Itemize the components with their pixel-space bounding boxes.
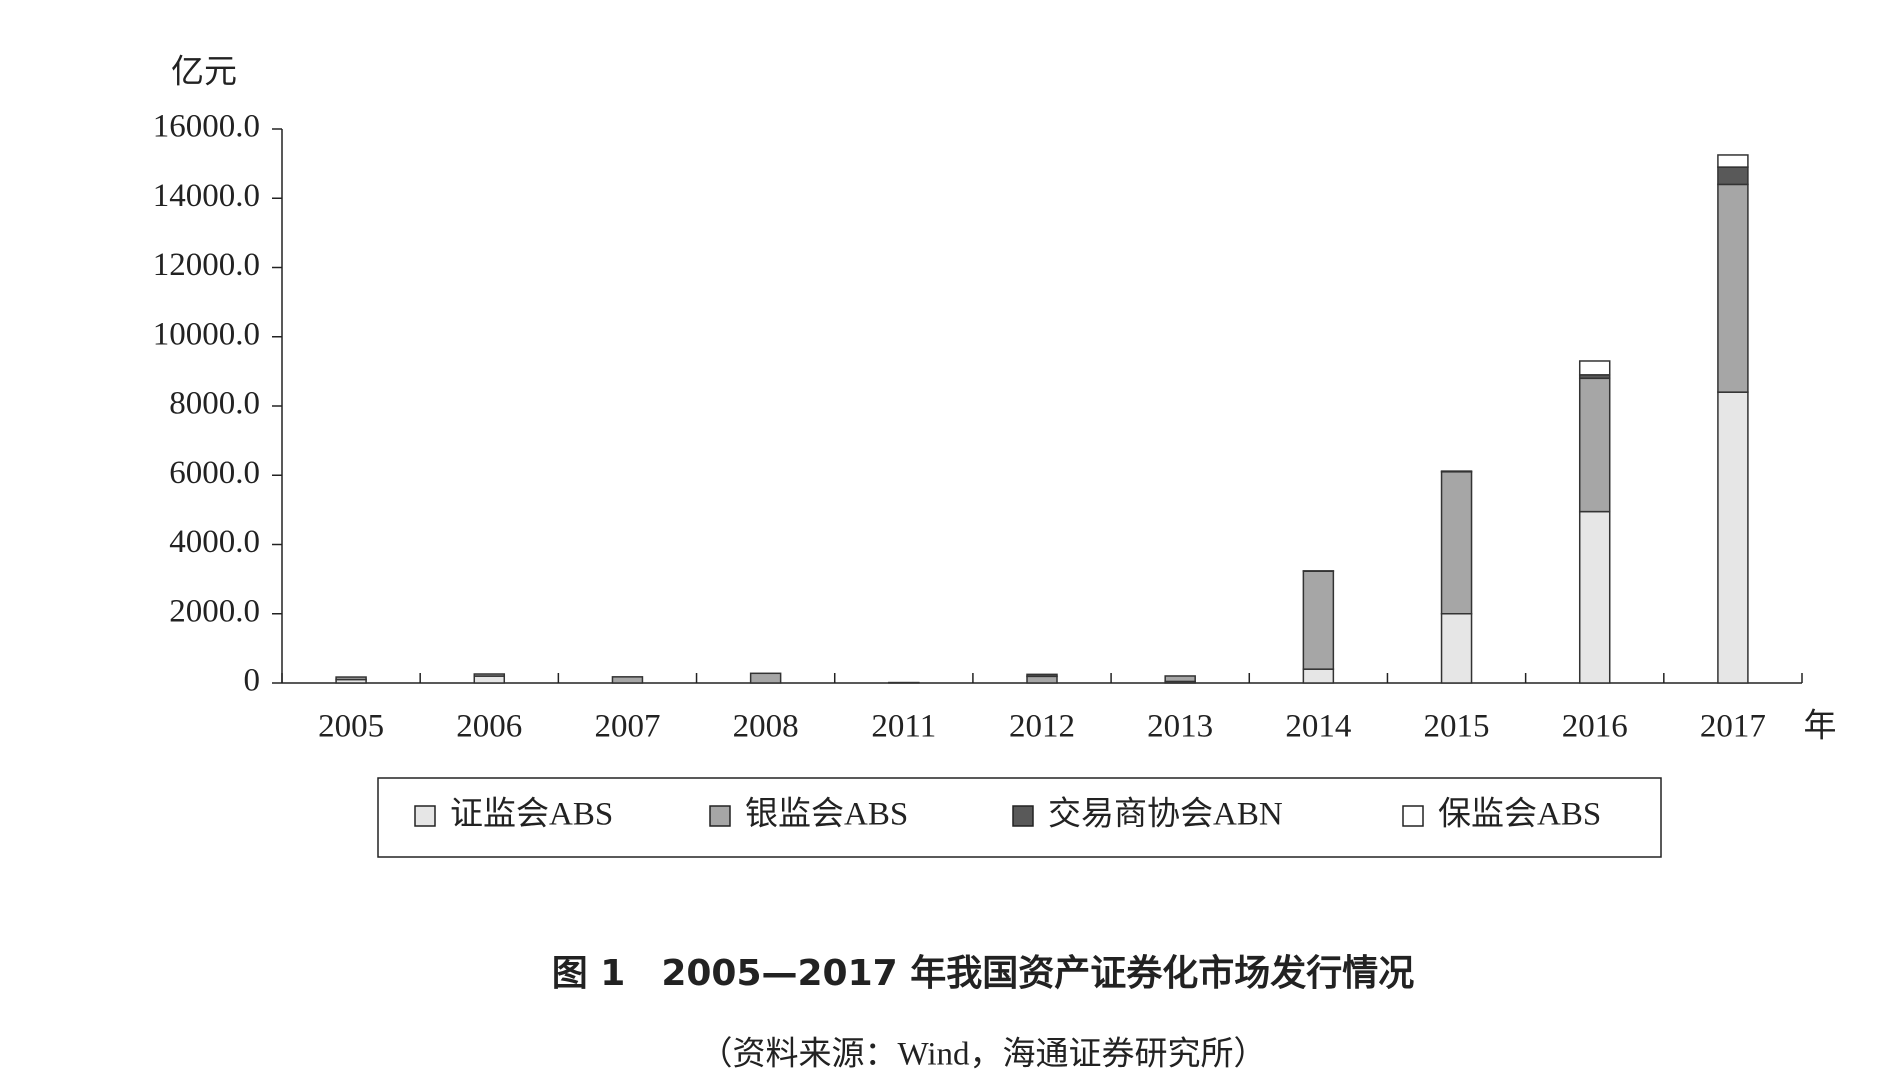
legend-label: 交易商协会ABN [1048,796,1283,833]
bar-segment [749,672,782,684]
y-tick-label: 2000.0 [169,593,260,629]
bar-segment [1717,154,1749,168]
bar-segment [1440,470,1473,473]
x-tick-label: 2006 [456,709,522,745]
legend-swatch [1012,805,1034,827]
y-tick-label: 10000.0 [153,316,260,352]
x-tick-label: 2008 [733,709,799,745]
x-tick-label: 2014 [1285,709,1351,745]
legend-swatch [709,805,731,827]
bar-segment [1302,668,1335,684]
legend-box [377,777,1662,858]
bar-segment [1717,166,1749,186]
bar-segment [1164,675,1196,683]
x-tick-label: 2013 [1147,709,1213,745]
legend-label: 保监会ABS [1438,796,1601,833]
chart-subtitle: （资料来源：Wind，海通证券研究所） [700,1036,1267,1073]
y-axis-label: 亿元 [171,55,237,91]
y-tick-label: 0 [244,663,261,699]
bar-segment [1440,471,1473,615]
bar-segment [1026,675,1058,684]
x-axis-label: 年 [1804,708,1837,745]
bar-segment [611,676,644,684]
legend-swatch [1402,805,1424,827]
bar-segment [1578,360,1611,376]
bar-segment [473,673,506,677]
x-tick-label: 2012 [1009,709,1075,745]
bar-segment [1717,391,1749,684]
bar-segment [1440,613,1473,684]
bar-segment [1302,570,1335,670]
x-tick-label: 2017 [1700,709,1766,745]
bar-segment [1026,673,1058,678]
bar-segment [473,675,506,684]
x-tick-label: 2011 [871,709,936,745]
y-tick-label: 6000.0 [169,455,260,491]
y-tick-label: 8000.0 [169,386,260,422]
chart-title: 图 1 2005—2017 年我国资产证券化市场发行情况 [552,953,1415,994]
x-tick-label: 2007 [594,709,660,745]
legend-label: 银监会ABS [745,796,908,833]
y-tick-label: 4000.0 [169,524,260,560]
legend-label: 证监会ABS [450,796,613,833]
y-tick-label: 16000.0 [153,109,260,145]
x-tick-label: 2015 [1424,709,1490,745]
legend-swatch [414,805,436,827]
x-tick-label: 2016 [1562,709,1628,745]
bar-segment [1578,377,1611,513]
y-tick-label: 14000.0 [153,178,260,214]
x-tick-label: 2005 [318,709,384,745]
bar-segment [1717,183,1749,393]
bar-segment [335,676,367,681]
y-tick-label: 12000.0 [153,247,260,283]
bar-segment [1578,510,1611,684]
